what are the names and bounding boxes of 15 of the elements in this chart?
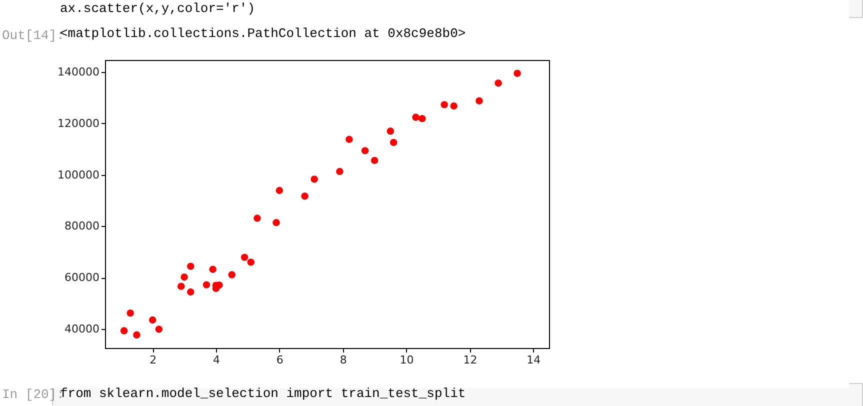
x-tick-label: 14 [526,354,541,366]
x-tick-label: 2 [150,354,157,366]
x-tick-label: 4 [213,354,220,366]
y-tick-label: 60000 [64,271,100,284]
y-tick-label: 80000 [64,220,100,233]
y-tick-label: 40000 [64,322,100,336]
x-tick-label: 8 [340,354,347,366]
x-tick-label: 12 [463,354,478,366]
y-tick-label: 100000 [58,168,100,182]
y-tick-label: 140000 [58,66,100,79]
y-tick-label: 120000 [58,116,100,130]
text: from sklearn.model_selection import train_test_split [60,386,466,401]
x-tick-label: 6 [276,354,284,366]
text: ax.scatter(x,y,color='r') [60,1,256,16]
x-tick-label: 10 [400,354,414,366]
